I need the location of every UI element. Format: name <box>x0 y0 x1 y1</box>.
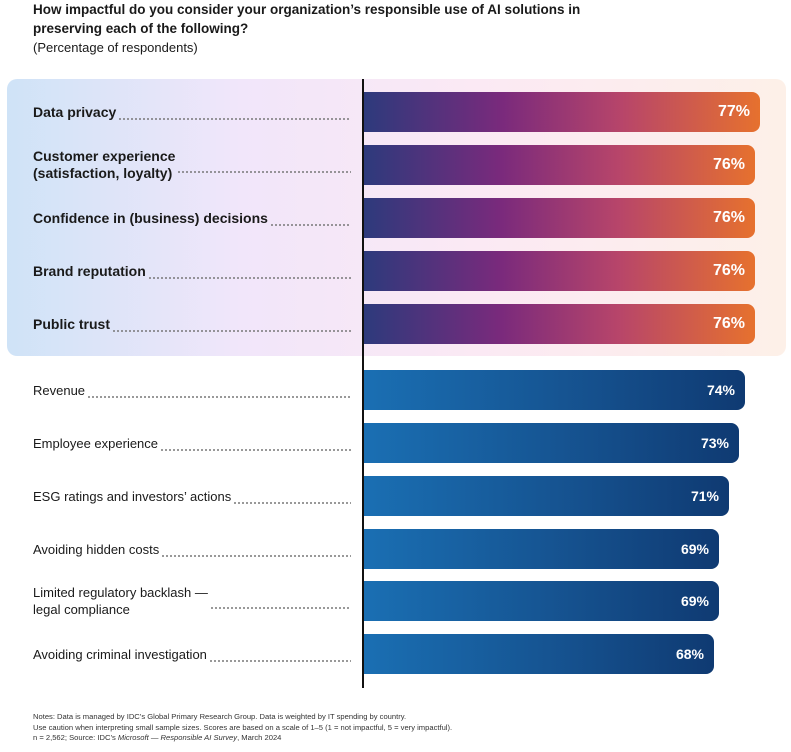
category-label: Brand reputation <box>33 251 355 291</box>
bar: 71% <box>364 476 729 516</box>
dot-leader <box>118 118 351 120</box>
dot-leader <box>147 277 351 279</box>
category-label: Confidence in (business) decisions <box>33 198 355 238</box>
bar-value-label: 73% <box>700 435 729 451</box>
bar: 69% <box>364 581 719 621</box>
notes-line-2: Use caution when interpreting small samp… <box>33 722 453 732</box>
bar-value-label: 69% <box>680 541 709 557</box>
dot-leader <box>209 607 351 609</box>
category-label-text: Limited regulatory backlash — legal comp… <box>33 585 208 617</box>
bar: 77% <box>364 92 760 132</box>
bar-value-label: 71% <box>690 488 719 504</box>
chart-notes: Notes: Data is managed by IDC’s Global P… <box>33 712 773 744</box>
notes-source-prefix: n = 2,562; Source: IDC’s <box>33 733 118 742</box>
dot-leader <box>208 660 351 662</box>
category-label-text: Customer experience (satisfaction, loyal… <box>33 148 176 181</box>
category-label: Avoiding criminal investigation <box>33 634 355 674</box>
dot-leader <box>161 555 351 557</box>
category-label: ESG ratings and investors’ actions <box>33 476 355 516</box>
notes-source-title: Microsoft — Responsible AI Survey <box>117 733 238 742</box>
category-label-text: Data privacy <box>33 103 117 120</box>
dot-leader <box>112 330 351 332</box>
bar-value-label: 76% <box>712 315 745 332</box>
bar-value-label: 76% <box>712 209 745 226</box>
bar: 76% <box>364 304 755 344</box>
category-label: Revenue <box>33 370 355 410</box>
notes-line-1: Notes: Data is managed by IDC’s Global P… <box>33 712 407 721</box>
bar: 68% <box>364 634 714 674</box>
category-label-text: Public trust <box>33 315 111 332</box>
notes-source-suffix: , March 2024 <box>237 733 282 742</box>
bar-value-label: 74% <box>706 382 735 398</box>
bar-value-label: 76% <box>712 262 745 279</box>
bar-value-label: 76% <box>712 156 745 173</box>
category-label-text: Avoiding hidden costs <box>33 541 160 557</box>
category-label: Employee experience <box>33 423 355 463</box>
bar-value-label: 68% <box>675 646 704 662</box>
category-label-text: Brand reputation <box>33 262 146 279</box>
category-label: Limited regulatory backlash — legal comp… <box>33 581 355 621</box>
chart-title: How impactful do you consider your organ… <box>33 2 581 36</box>
bar: 76% <box>364 251 755 291</box>
bar: 73% <box>364 423 739 463</box>
dot-leader <box>160 449 351 451</box>
dot-leader <box>269 224 351 226</box>
bar-value-label: 69% <box>680 593 709 609</box>
dot-leader <box>177 171 351 173</box>
dot-leader <box>233 502 351 504</box>
bar: 74% <box>364 370 745 410</box>
category-label: Public trust <box>33 304 355 344</box>
dot-leader <box>87 396 351 398</box>
notes-line-3: n = 2,562; Source: IDC’s Microsoft — Res… <box>33 733 773 744</box>
category-label: Customer experience (satisfaction, loyal… <box>33 145 355 185</box>
bar-value-label: 77% <box>717 103 750 120</box>
category-label: Avoiding hidden costs <box>33 529 355 569</box>
bar: 69% <box>364 529 719 569</box>
category-label-text: Confidence in (business) decisions <box>33 209 268 226</box>
category-label-text: Employee experience <box>33 435 159 451</box>
category-label-text: ESG ratings and investors’ actions <box>33 488 232 504</box>
chart-subtitle: (Percentage of respondents) <box>33 40 198 55</box>
bar: 76% <box>364 198 755 238</box>
category-label-text: Avoiding criminal investigation <box>33 646 207 662</box>
category-label: Data privacy <box>33 92 355 132</box>
category-label-text: Revenue <box>33 382 86 398</box>
bar: 76% <box>364 145 755 185</box>
y-axis-line <box>362 79 364 688</box>
